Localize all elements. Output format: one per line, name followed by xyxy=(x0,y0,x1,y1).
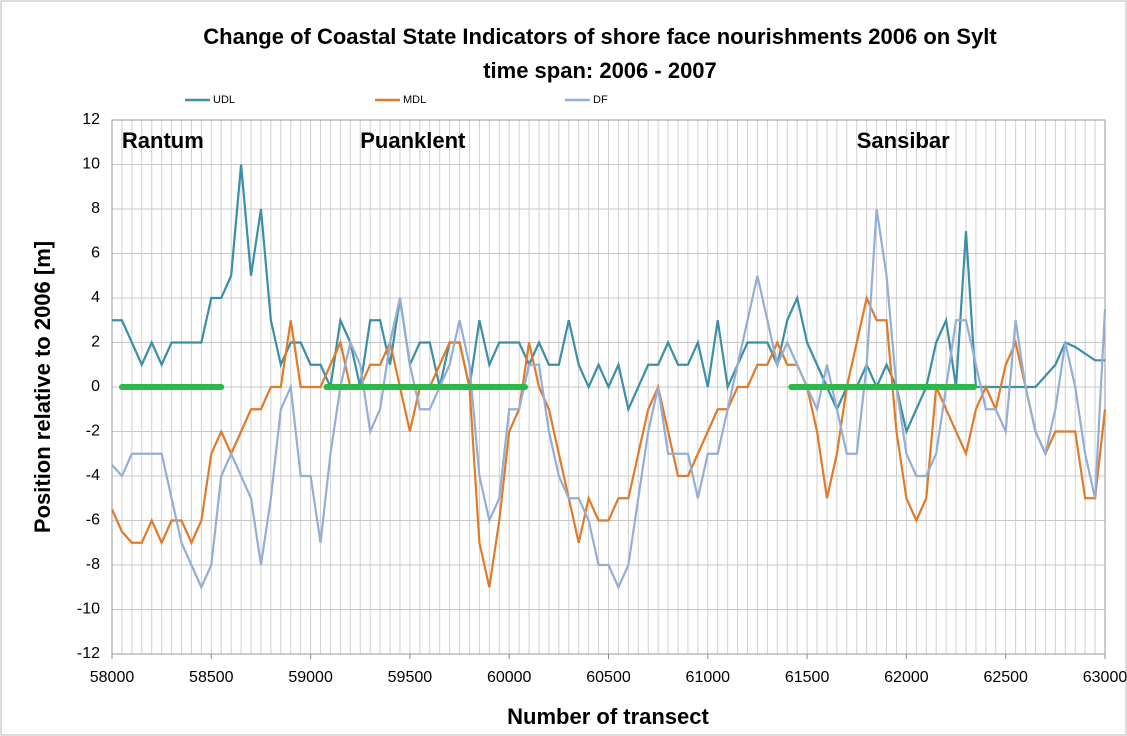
series-line xyxy=(110,294,1107,588)
y-tick-label: -10 xyxy=(77,601,100,618)
y-axis-label: Position relative to 2006 [m] xyxy=(30,241,55,533)
x-tick-label: 59500 xyxy=(388,669,433,686)
y-tick-label: 8 xyxy=(91,200,100,217)
legend-label: UDL xyxy=(213,94,235,106)
series-line xyxy=(111,208,1107,590)
x-tick-label: 62000 xyxy=(884,669,929,686)
plot-area xyxy=(111,119,1106,655)
y-tick-label: -12 xyxy=(77,645,100,662)
y-tick-label: -8 xyxy=(86,556,100,573)
y-tick-label: 10 xyxy=(82,156,100,173)
y-tick-label: -2 xyxy=(86,423,100,440)
chart-title: Change of Coastal State Indicators of sh… xyxy=(203,24,997,49)
legend-label: MDL xyxy=(403,94,426,106)
y-tick-label: 6 xyxy=(91,245,100,262)
x-tick-label: 61000 xyxy=(686,669,731,686)
x-tick-label: 58000 xyxy=(90,669,135,686)
y-tick-label: 2 xyxy=(91,334,100,351)
x-tick-label: 61500 xyxy=(785,669,830,686)
chart-subtitle: time span: 2006 - 2007 xyxy=(483,58,717,83)
x-tick-label: 58500 xyxy=(189,669,234,686)
x-tick-label: 63000 xyxy=(1083,669,1127,686)
x-tick-label: 59000 xyxy=(288,669,333,686)
x-tick-label: 62500 xyxy=(983,669,1028,686)
x-axis-label: Number of transect xyxy=(507,704,709,729)
annotation: Puanklent xyxy=(360,128,466,153)
y-tick-label: -4 xyxy=(86,467,100,484)
y-tick-label: 0 xyxy=(91,378,100,395)
annotation: Rantum xyxy=(122,128,204,153)
x-tick-label: 60000 xyxy=(487,669,532,686)
y-tick-label: 4 xyxy=(91,289,100,306)
legend-label: DF xyxy=(593,94,608,106)
series-line xyxy=(112,164,1105,435)
y-tick-label: 12 xyxy=(82,111,100,128)
x-tick-label: 60500 xyxy=(586,669,631,686)
y-tick-label: -6 xyxy=(86,512,100,529)
annotation: Sansibar xyxy=(857,128,950,153)
